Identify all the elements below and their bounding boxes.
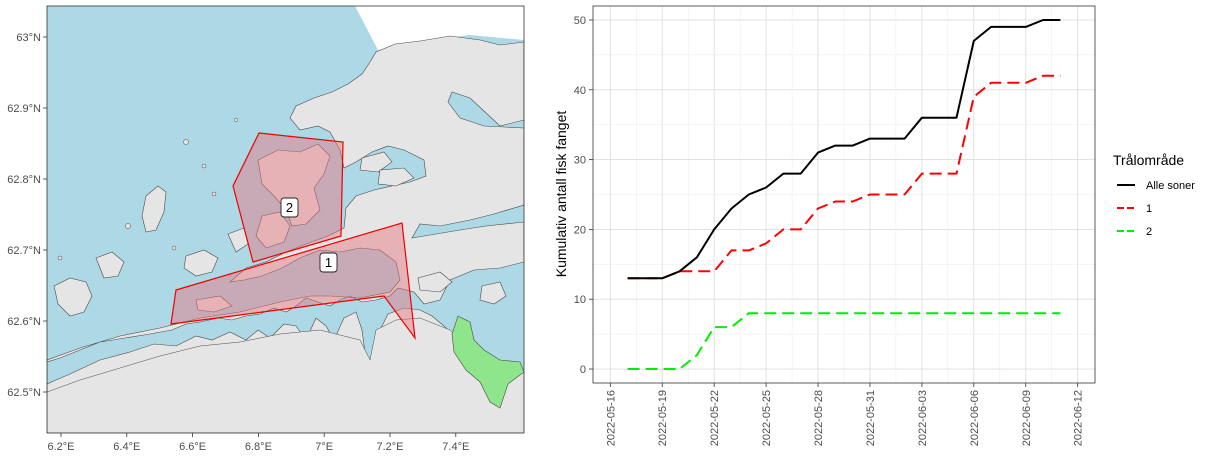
lon-tick-label: 7.4°E [442, 441, 469, 453]
legend-label: Alle soner [1146, 180, 1195, 192]
series-line-alle-soner [627, 19, 1061, 280]
islet [211, 191, 217, 197]
map-panel: 2 1 63°N 62.9°N 62.8°N 62.7°N 62.6°N 62.5°N 6… [7, 5, 525, 453]
series-layer [627, 19, 1061, 370]
legend-title: Trålområde [1113, 152, 1184, 168]
islet [201, 163, 207, 169]
x-tick-label: 2022-05-22 [709, 390, 721, 446]
island [377, 167, 415, 187]
no-data-area [355, 6, 524, 50]
map-longitude-axis: 6.2°E 6.4°E 6.6°E 6.8°E 7°E 7.2°E 7.4°E [47, 433, 469, 453]
y-tick-label: 20 [574, 224, 586, 236]
island [53, 277, 93, 317]
plot-frame [592, 5, 1096, 384]
zone-1-label: 1 [319, 252, 338, 273]
lat-tick-label: 62.7°N [7, 245, 41, 257]
x-tick-label: 2022-06-12 [1073, 390, 1085, 446]
x-tick-label: 2022-06-09 [1021, 390, 1033, 446]
map-area: 2 1 [47, 6, 524, 433]
island [257, 143, 331, 227]
island [479, 281, 507, 305]
island [417, 271, 453, 293]
y-tick-label: 40 [574, 85, 586, 97]
y-tick-label: 30 [574, 155, 586, 167]
x-axis: 2022-05-16 2022-05-19 2022-05-22 2022-05-25… [605, 383, 1085, 446]
map-latitude-axis: 63°N 62.9°N 62.8°N 62.7°N 62.6°N 62.5°N [7, 32, 47, 399]
zone-2-polygon [232, 132, 344, 263]
green-area [451, 315, 524, 409]
island [255, 211, 291, 249]
legend-label: 1 [1146, 203, 1152, 215]
y-tick-label: 50 [574, 15, 586, 27]
grid [593, 6, 1095, 383]
lat-tick-label: 62.9°N [7, 103, 41, 115]
series-line-zone-1 [627, 74, 1061, 280]
zone-2-label-text: 2 [286, 200, 293, 215]
islet [233, 117, 239, 123]
lat-tick-label: 62.5°N [7, 387, 41, 399]
y-axis: 0 10 20 30 40 50 [574, 15, 593, 376]
zone-1-polygon [170, 222, 416, 341]
series-line-zone-2 [627, 312, 1061, 370]
y-tick-label: 0 [580, 364, 586, 376]
x-tick-label: 2022-05-28 [813, 390, 825, 446]
legend-items: Alle soner 1 2 [1117, 180, 1195, 238]
islet [183, 139, 189, 145]
lon-tick-label: 6.8°E [245, 441, 272, 453]
lat-tick-label: 62.8°N [7, 174, 41, 186]
island [183, 249, 219, 277]
x-tick-label: 2022-06-03 [917, 390, 929, 446]
zone-2-label: 2 [280, 197, 299, 218]
island [141, 185, 167, 233]
lon-tick-label: 6.2°E [47, 441, 74, 453]
island [95, 251, 125, 279]
lon-tick-label: 7.2°E [376, 441, 403, 453]
lon-tick-label: 6.4°E [113, 441, 140, 453]
lat-tick-label: 62.6°N [7, 316, 41, 328]
legend-label: 2 [1146, 226, 1152, 238]
islet [171, 245, 177, 251]
x-tick-label: 2022-06-06 [969, 390, 981, 446]
x-tick-label: 2022-05-19 [657, 390, 669, 446]
y-axis-title: Kumulativ antall fisk fanget [553, 111, 569, 278]
x-tick-label: 2022-05-16 [605, 390, 617, 446]
map-frame [46, 5, 525, 434]
x-tick-label: 2022-05-31 [865, 390, 877, 446]
island [195, 295, 233, 313]
islet [57, 255, 63, 261]
lon-tick-label: 7°E [315, 441, 333, 453]
zone-1-label-text: 1 [325, 255, 332, 270]
lon-tick-label: 6.6°E [179, 441, 206, 453]
lat-tick-label: 63°N [16, 32, 41, 44]
islet [125, 223, 131, 229]
legend: Trålområde Alle soner 1 2 [1113, 152, 1195, 238]
y-tick-label: 10 [574, 294, 586, 306]
island [359, 151, 393, 173]
x-tick-label: 2022-05-25 [761, 390, 773, 446]
